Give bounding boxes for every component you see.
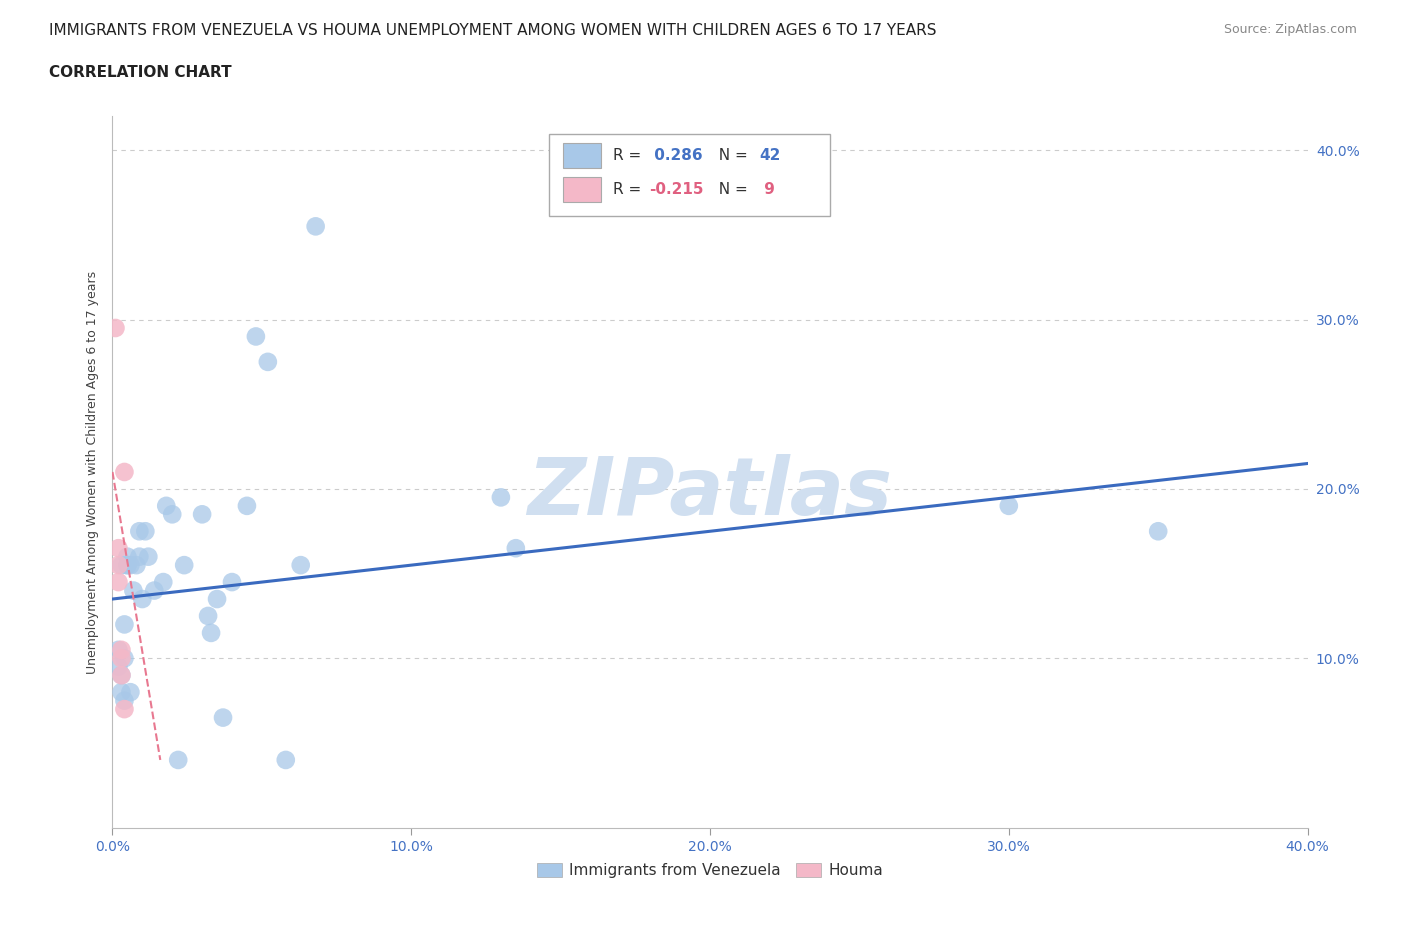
Point	[221, 575, 243, 590]
Point	[257, 354, 280, 369]
Point	[205, 591, 228, 606]
Point	[1147, 524, 1170, 538]
Point	[114, 701, 135, 716]
Point	[236, 498, 259, 513]
Y-axis label: Unemployment Among Women with Children Ages 6 to 17 years: Unemployment Among Women with Children A…	[86, 271, 100, 673]
Point	[120, 558, 142, 573]
Point	[110, 668, 132, 683]
Text: N =: N =	[709, 148, 752, 163]
Legend: Immigrants from Venezuela, Houma: Immigrants from Venezuela, Houma	[531, 857, 889, 884]
Point	[138, 550, 160, 565]
Text: R =: R =	[613, 148, 647, 163]
Point	[110, 558, 132, 573]
FancyBboxPatch shape	[562, 177, 602, 203]
Point	[110, 651, 132, 666]
Point	[167, 752, 190, 767]
Point	[110, 684, 132, 699]
Point	[191, 507, 214, 522]
Point	[107, 643, 129, 658]
Point	[162, 507, 183, 522]
Point	[117, 558, 139, 573]
Text: -0.215: -0.215	[650, 182, 703, 197]
Point	[200, 626, 222, 641]
Text: R =: R =	[613, 182, 647, 197]
Point	[125, 558, 148, 573]
Point	[120, 684, 142, 699]
Text: ZIPatlas: ZIPatlas	[527, 455, 893, 532]
Text: IMMIGRANTS FROM VENEZUELA VS HOUMA UNEMPLOYMENT AMONG WOMEN WITH CHILDREN AGES 6: IMMIGRANTS FROM VENEZUELA VS HOUMA UNEMP…	[49, 23, 936, 38]
Point	[128, 524, 150, 538]
Point	[143, 583, 166, 598]
Point	[134, 524, 156, 538]
FancyBboxPatch shape	[562, 142, 602, 168]
Point	[290, 558, 312, 573]
Point	[131, 591, 153, 606]
Point	[117, 550, 139, 565]
Text: N =: N =	[709, 182, 752, 197]
Point	[274, 752, 297, 767]
Point	[489, 490, 512, 505]
Point	[107, 540, 129, 555]
Point	[117, 558, 139, 573]
Point	[128, 550, 150, 565]
Point	[107, 575, 129, 590]
Point	[114, 617, 135, 631]
Point	[104, 321, 127, 336]
Point	[212, 711, 235, 725]
Point	[107, 659, 129, 674]
Point	[110, 643, 132, 658]
Point	[122, 583, 145, 598]
Point	[305, 219, 328, 233]
Point	[197, 608, 219, 623]
Point	[998, 498, 1021, 513]
Point	[114, 465, 135, 480]
Point	[173, 558, 195, 573]
Point	[152, 575, 174, 590]
Text: CORRELATION CHART: CORRELATION CHART	[49, 65, 232, 80]
Text: 9: 9	[759, 182, 775, 197]
Text: Source: ZipAtlas.com: Source: ZipAtlas.com	[1223, 23, 1357, 36]
Point	[155, 498, 177, 513]
Point	[107, 558, 129, 573]
Point	[245, 329, 267, 344]
FancyBboxPatch shape	[548, 134, 830, 216]
Point	[114, 693, 135, 708]
Text: 42: 42	[759, 148, 780, 163]
Point	[114, 651, 135, 666]
Text: 0.286: 0.286	[650, 148, 703, 163]
Point	[110, 668, 132, 683]
Point	[505, 540, 527, 555]
